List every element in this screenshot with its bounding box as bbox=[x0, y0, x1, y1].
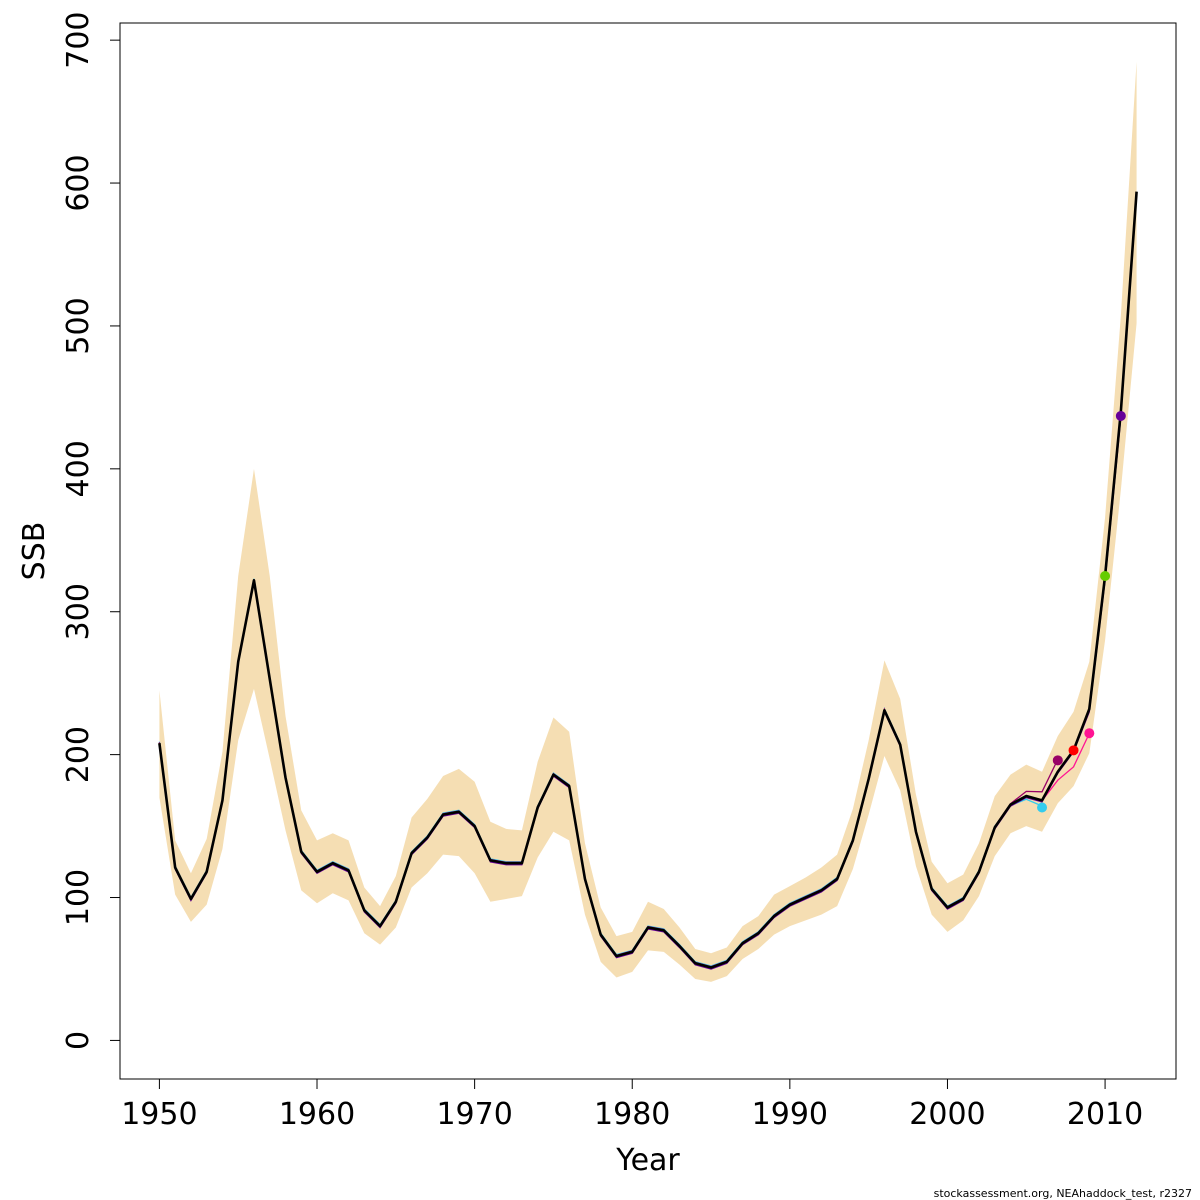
retro-point-2006 bbox=[1037, 802, 1048, 813]
y-tick-label: 400 bbox=[61, 440, 96, 497]
y-tick-label: 200 bbox=[61, 726, 96, 783]
confidence-band-area bbox=[159, 61, 1137, 982]
y-tick-label: 300 bbox=[61, 583, 96, 640]
x-tick-label: 2010 bbox=[1067, 1097, 1143, 1132]
retro-point-2010 bbox=[1100, 571, 1111, 582]
retro-point-2008 bbox=[1068, 745, 1079, 756]
ssb-estimate-line bbox=[158, 191, 1138, 969]
y-tick-label: 100 bbox=[61, 869, 96, 926]
confidence-band bbox=[159, 61, 1137, 982]
y-tick-label: 0 bbox=[61, 1031, 96, 1050]
y-tick-label: 700 bbox=[61, 12, 96, 69]
footer-credit: stockassessment.org, NEAhaddock_test, r2… bbox=[934, 1187, 1192, 1200]
y-axis: 0 100 200 300 400 500 600 700 bbox=[61, 12, 121, 1050]
y-tick-label: 600 bbox=[61, 154, 96, 211]
x-tick-label: 1970 bbox=[436, 1097, 512, 1132]
x-tick-label: 1960 bbox=[279, 1097, 355, 1132]
retro-point-2011 bbox=[1115, 410, 1126, 421]
x-axis-title: Year bbox=[615, 1143, 680, 1178]
y-tick-label: 500 bbox=[61, 297, 96, 354]
retrospective-points bbox=[1037, 410, 1126, 813]
retro-point-2007 bbox=[1052, 755, 1063, 766]
retro-point-2009 bbox=[1084, 728, 1095, 739]
x-tick-label: 2000 bbox=[909, 1097, 985, 1132]
x-tick-label: 1950 bbox=[121, 1097, 197, 1132]
ssb-line bbox=[158, 191, 1138, 969]
x-tick-label: 1980 bbox=[594, 1097, 670, 1132]
x-tick-label: 1990 bbox=[752, 1097, 828, 1132]
x-axis: 1950 1960 1970 1980 1990 2000 2010 bbox=[121, 1078, 1143, 1132]
y-axis-title: SSB bbox=[17, 522, 52, 581]
